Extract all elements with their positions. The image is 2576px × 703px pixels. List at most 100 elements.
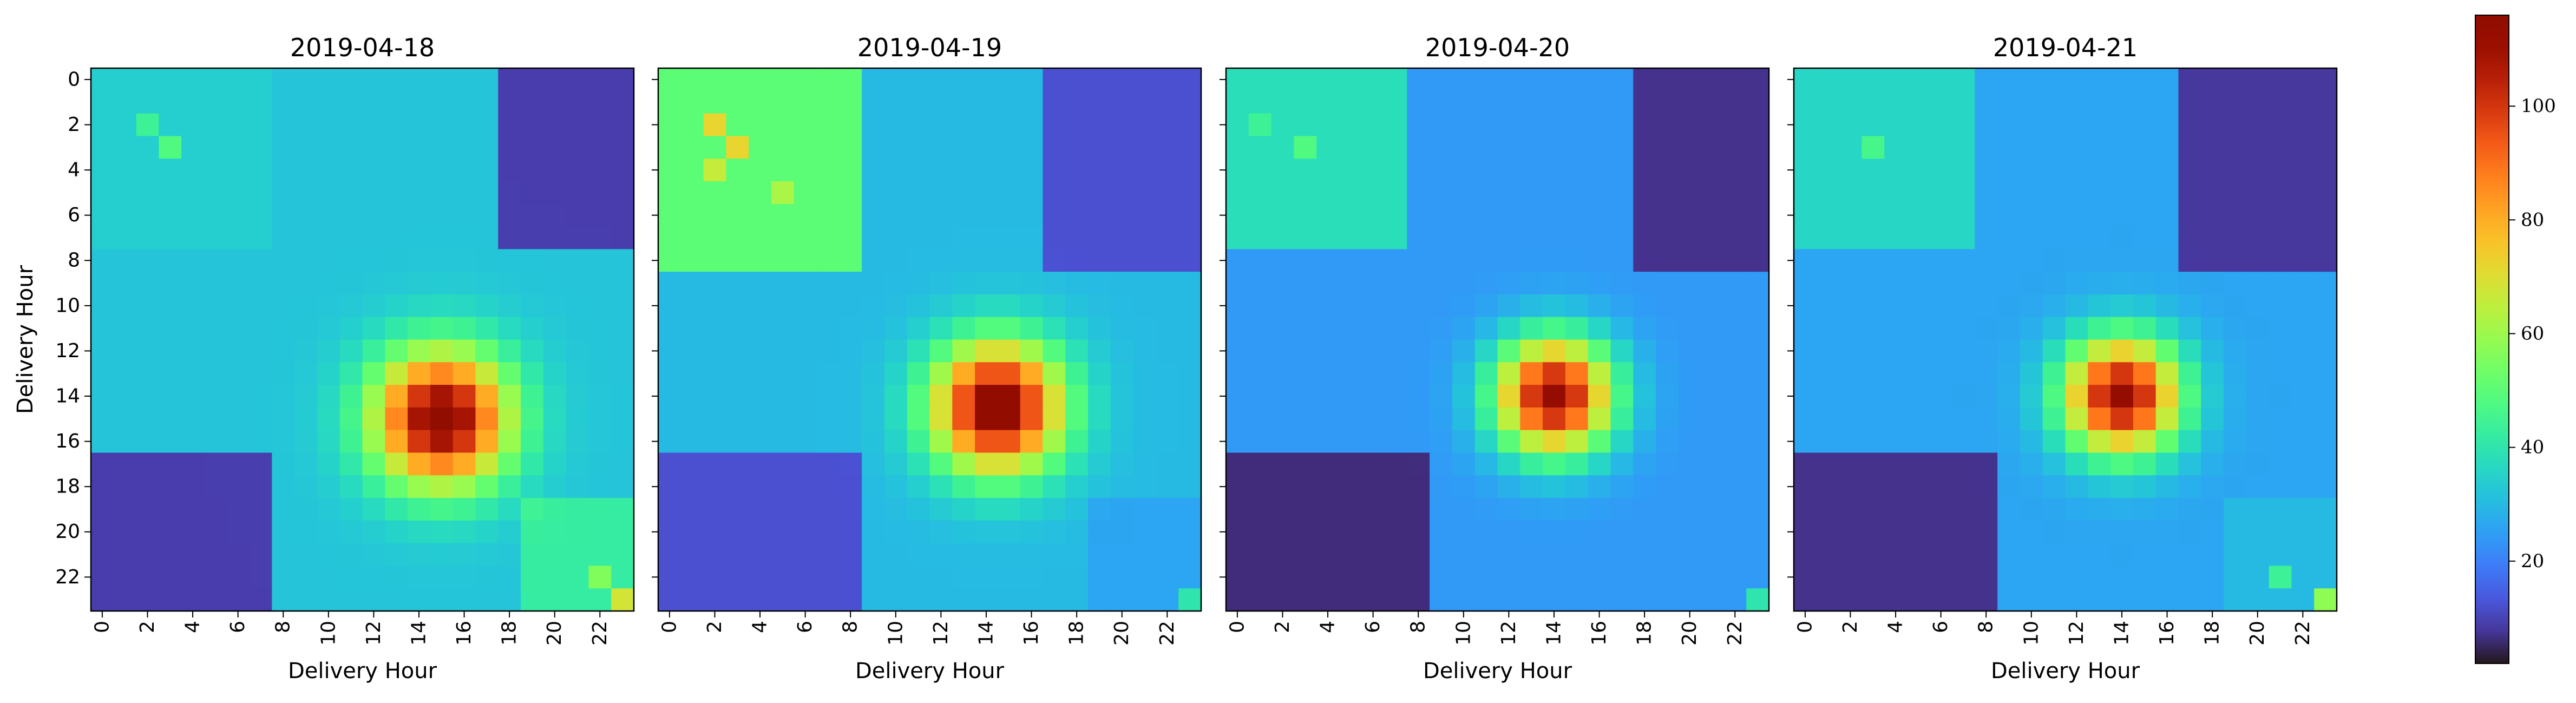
- heatmap-cell: [771, 498, 795, 521]
- heatmap-cell: [2042, 339, 2066, 363]
- heatmap-cell: [839, 317, 862, 340]
- x-tick-label: 10: [884, 621, 907, 646]
- heatmap-cell: [566, 136, 589, 159]
- heatmap-cell: [1248, 272, 1272, 295]
- heatmap-cell: [2269, 498, 2292, 521]
- heatmap-cell: [2178, 181, 2201, 205]
- heatmap-cell: [862, 249, 885, 272]
- heatmap-cell: [816, 475, 840, 498]
- heatmap-cell: [339, 543, 363, 567]
- heatmap-cell: [1474, 475, 1498, 498]
- heatmap-cell: [1384, 272, 1407, 295]
- heatmap-cell: [862, 317, 885, 340]
- heatmap-cell: [2155, 362, 2179, 385]
- heatmap-cell: [907, 407, 930, 431]
- heatmap-cell: [1133, 136, 1157, 159]
- heatmap-cell: [1407, 362, 1430, 385]
- heatmap-cell: [929, 317, 953, 340]
- heatmap-cell: [362, 203, 385, 227]
- x-tick-label: 12: [2066, 621, 2088, 646]
- heatmap-cell: [658, 317, 681, 340]
- heatmap-cell: [2314, 543, 2337, 567]
- heatmap-cell: [2065, 452, 2088, 476]
- heatmap-cell: [749, 362, 772, 385]
- heatmap-cell: [1110, 407, 1134, 431]
- heatmap-cell: [362, 317, 385, 340]
- heatmap-cell: [749, 385, 772, 408]
- heatmap-cell: [726, 203, 749, 227]
- heatmap-cell: [816, 272, 840, 295]
- heatmap-cell: [794, 520, 817, 544]
- heatmap-cell: [1226, 113, 1249, 136]
- heatmap-cell: [159, 203, 182, 227]
- heatmap-cell: [997, 90, 1021, 114]
- x-axis-label: Delivery Hour: [855, 659, 1005, 684]
- heatmap-cell: [204, 272, 227, 295]
- heatmap-cell: [1610, 272, 1634, 295]
- heatmap-cell: [1430, 475, 1453, 498]
- heatmap-cell: [339, 339, 363, 363]
- heatmap-cell: [2269, 543, 2292, 567]
- heatmap-cell: [975, 520, 998, 544]
- heatmap-cell: [1248, 317, 1272, 340]
- heatmap-cell: [588, 90, 612, 114]
- heatmap-cell: [2110, 520, 2134, 544]
- heatmap-cell: [1043, 475, 1066, 498]
- heatmap-cell: [249, 317, 272, 340]
- heatmap-cell: [1156, 90, 1179, 114]
- heatmap-cell: [294, 226, 318, 249]
- heatmap-cell: [204, 136, 227, 159]
- heatmap-cell: [1384, 430, 1407, 454]
- heatmap-cell: [1339, 566, 1362, 589]
- heatmap-cell: [1678, 543, 1702, 567]
- heatmap-cell: [1316, 181, 1340, 205]
- heatmap-cell: [816, 339, 840, 363]
- heatmap-cell: [1633, 498, 1656, 521]
- heatmap-cell: [2042, 566, 2066, 589]
- heatmap-cell: [430, 317, 454, 340]
- heatmap-cell: [1952, 385, 1975, 408]
- heatmap-cell: [1316, 339, 1340, 363]
- heatmap-cell: [453, 181, 476, 205]
- colorbar-tick-label: 40: [2521, 437, 2544, 458]
- heatmap-cell: [2042, 430, 2066, 454]
- heatmap-cell: [1633, 136, 1656, 159]
- heatmap-cell: [2224, 385, 2247, 408]
- heatmap-cell: [2314, 588, 2337, 612]
- heatmap-cell: [2314, 430, 2337, 454]
- heatmap-cell: [1248, 294, 1272, 318]
- heatmap-cell: [2133, 317, 2157, 340]
- heatmap-cell: [1065, 430, 1089, 454]
- heatmap-cell: [2133, 90, 2157, 114]
- heatmap-cell: [1474, 566, 1498, 589]
- heatmap-cell: [2155, 68, 2179, 91]
- heatmap-cell: [1520, 498, 1543, 521]
- heatmap-cell: [2291, 407, 2315, 431]
- heatmap-cell: [1339, 181, 1362, 205]
- heatmap-cell: [1723, 543, 1747, 567]
- heatmap-cell: [794, 181, 817, 205]
- heatmap-cell: [771, 475, 795, 498]
- heatmap-cell: [1294, 498, 1317, 521]
- y-tick-label: 2: [68, 114, 80, 136]
- heatmap-cell: [2291, 90, 2315, 114]
- heatmap-cell: [113, 385, 137, 408]
- heatmap-cell: [181, 339, 205, 363]
- heatmap-cell: [862, 272, 885, 295]
- heatmap-cell: [1088, 520, 1111, 544]
- heatmap-cell: [749, 136, 772, 159]
- heatmap-cell: [1226, 588, 1249, 612]
- heatmap-cell: [884, 520, 908, 544]
- heatmap-cell: [1906, 159, 1930, 182]
- heatmap-cell: [408, 543, 431, 567]
- heatmap-cell: [1543, 385, 1566, 408]
- heatmap-cell: [2291, 113, 2315, 136]
- heatmap-cell: [1610, 181, 1634, 205]
- heatmap-cell: [1020, 339, 1044, 363]
- heatmap-cell: [362, 294, 385, 318]
- heatmap-cell: [159, 498, 182, 521]
- heatmap-cell: [1065, 294, 1089, 318]
- heatmap-cell: [611, 339, 634, 363]
- heatmap-cell: [385, 452, 408, 476]
- heatmap-cell: [181, 362, 205, 385]
